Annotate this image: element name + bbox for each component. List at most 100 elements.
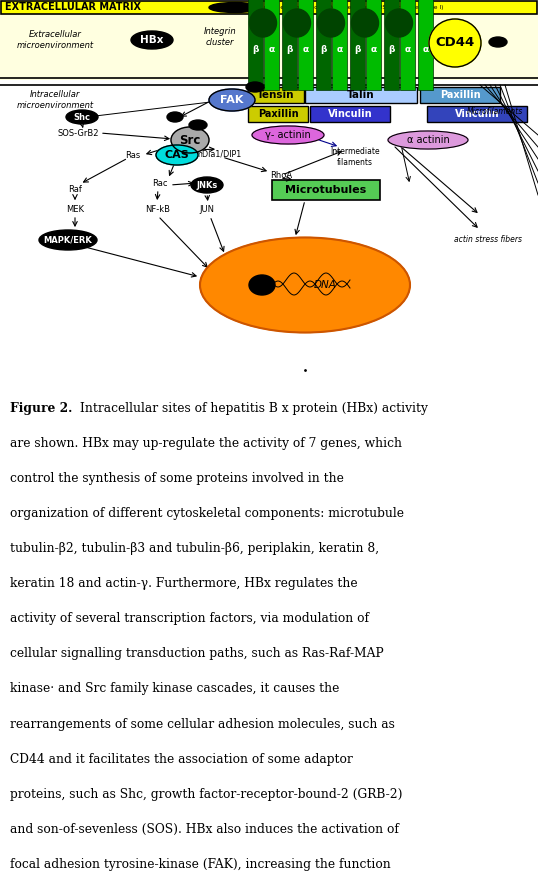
Text: β: β <box>388 46 395 55</box>
Ellipse shape <box>351 9 379 37</box>
Text: β: β <box>355 46 360 55</box>
Text: cellular signalling transduction paths, such as Ras-Raf-MAP: cellular signalling transduction paths, … <box>10 648 383 660</box>
Ellipse shape <box>191 177 223 193</box>
Text: proteins, such as Shc, growth factor-receptor-bound-2 (GRB-2): proteins, such as Shc, growth factor-rec… <box>10 788 402 801</box>
Text: Tensin: Tensin <box>257 90 295 100</box>
Text: CD44: CD44 <box>435 36 475 49</box>
Text: α: α <box>302 46 309 55</box>
FancyBboxPatch shape <box>248 87 304 103</box>
Text: Integrin
cluster: Integrin cluster <box>204 27 236 47</box>
Text: NF-kB: NF-kB <box>145 206 171 215</box>
Text: CAS: CAS <box>165 150 189 160</box>
Text: Vinculin: Vinculin <box>455 109 499 119</box>
Text: RhoA: RhoA <box>270 171 292 180</box>
FancyBboxPatch shape <box>272 180 380 200</box>
FancyBboxPatch shape <box>316 0 331 90</box>
Text: Shc: Shc <box>74 113 90 121</box>
Text: SOS-GrB2: SOS-GrB2 <box>57 128 99 137</box>
Text: β: β <box>286 46 293 55</box>
FancyBboxPatch shape <box>264 0 279 90</box>
Ellipse shape <box>249 275 275 295</box>
Ellipse shape <box>284 9 310 37</box>
Ellipse shape <box>200 238 410 333</box>
Text: mDia1/DIP1: mDia1/DIP1 <box>194 150 242 158</box>
Text: FAK: FAK <box>221 95 244 105</box>
FancyBboxPatch shape <box>418 0 433 90</box>
Text: are shown. HBx may up-regulate the activity of 7 genes, which: are shown. HBx may up-regulate the activ… <box>10 436 402 450</box>
Text: α actinin: α actinin <box>407 135 449 145</box>
Ellipse shape <box>317 9 344 37</box>
Text: Paxillin: Paxillin <box>440 90 480 100</box>
FancyBboxPatch shape <box>420 87 500 103</box>
Text: JUN: JUN <box>200 206 215 215</box>
Ellipse shape <box>156 145 198 165</box>
Text: Intermediate
filaments: Intermediate filaments <box>330 147 380 166</box>
Text: Raf: Raf <box>68 186 82 194</box>
Ellipse shape <box>171 127 209 153</box>
Text: MEK: MEK <box>66 206 84 215</box>
Text: Rac: Rac <box>152 179 168 187</box>
Text: β: β <box>252 46 259 55</box>
FancyBboxPatch shape <box>310 106 390 122</box>
Text: Src: Src <box>179 134 201 146</box>
Ellipse shape <box>131 31 173 49</box>
Text: α: α <box>336 46 343 55</box>
FancyBboxPatch shape <box>427 106 527 122</box>
Text: control the synthesis of some proteins involved in the: control the synthesis of some proteins i… <box>10 472 344 485</box>
Text: Microtubules: Microtubules <box>285 185 366 195</box>
Text: α: α <box>370 46 377 55</box>
FancyBboxPatch shape <box>1 1 537 14</box>
Text: α: α <box>422 46 429 55</box>
FancyBboxPatch shape <box>298 0 313 90</box>
Text: Vinculin: Vinculin <box>328 109 372 119</box>
Text: keratin 18 and actin-γ. Furthermore, HBx regulates the: keratin 18 and actin-γ. Furthermore, HBx… <box>10 577 357 590</box>
Text: organization of different cytoskeletal components: microtubule: organization of different cytoskeletal c… <box>10 507 404 520</box>
Text: and son-of-sevenless (SOS). HBx also induces the activation of: and son-of-sevenless (SOS). HBx also ind… <box>10 823 399 836</box>
Ellipse shape <box>39 230 97 250</box>
Text: Intracellular sites of hepatitis B x protein (HBx) activity: Intracellular sites of hepatitis B x pro… <box>80 402 428 414</box>
Text: Talin: Talin <box>347 90 375 100</box>
Text: Intracellular
microenvironment: Intracellular microenvironment <box>17 91 94 110</box>
Text: α: α <box>405 46 410 55</box>
FancyBboxPatch shape <box>282 0 297 90</box>
Text: MAPK/ERK: MAPK/ERK <box>44 236 93 245</box>
Ellipse shape <box>429 19 481 67</box>
Ellipse shape <box>252 126 324 144</box>
Text: Extracellular
microenvironment: Extracellular microenvironment <box>17 30 94 49</box>
FancyBboxPatch shape <box>366 0 381 90</box>
Text: HBx: HBx <box>140 35 164 45</box>
Text: Ras: Ras <box>125 150 140 159</box>
Text: β: β <box>320 46 327 55</box>
Text: Microfilaments: Microfilaments <box>467 107 523 116</box>
FancyBboxPatch shape <box>384 0 399 90</box>
Ellipse shape <box>209 3 261 12</box>
FancyBboxPatch shape <box>0 0 538 80</box>
FancyBboxPatch shape <box>248 0 263 90</box>
Ellipse shape <box>189 120 207 130</box>
Ellipse shape <box>388 131 468 149</box>
Ellipse shape <box>250 9 277 37</box>
Ellipse shape <box>66 110 98 124</box>
FancyBboxPatch shape <box>350 0 365 90</box>
Text: Figure 2.: Figure 2. <box>10 402 72 414</box>
FancyBboxPatch shape <box>305 87 417 103</box>
Ellipse shape <box>489 37 507 47</box>
Text: actin stress fibers: actin stress fibers <box>454 236 522 245</box>
Ellipse shape <box>386 9 413 37</box>
Text: tubulin-β2, tubulin-β3 and tubulin-β6, periplakin, keratin 8,: tubulin-β2, tubulin-β3 and tubulin-β6, p… <box>10 542 379 555</box>
FancyBboxPatch shape <box>248 106 308 122</box>
Ellipse shape <box>246 82 264 92</box>
Text: JNKs: JNKs <box>196 180 218 189</box>
Text: CD44 and it facilitates the association of some adaptor: CD44 and it facilitates the association … <box>10 752 352 766</box>
Text: Paxillin: Paxillin <box>258 109 298 119</box>
Text: focal adhesion tyrosine-kinase (FAK), increasing the function: focal adhesion tyrosine-kinase (FAK), in… <box>10 858 391 871</box>
Ellipse shape <box>209 89 255 111</box>
Text: activity of several transcription factors, via modulation of: activity of several transcription factor… <box>10 612 369 626</box>
FancyBboxPatch shape <box>400 0 415 90</box>
Text: rearrangements of some cellular adhesion molecules, such as: rearrangements of some cellular adhesion… <box>10 717 394 730</box>
Text: HBx activity on gene expression of ECM molecules by HSCs (collagen type I): HBx activity on gene expression of ECM m… <box>217 5 443 10</box>
Ellipse shape <box>167 112 183 122</box>
Text: kinase· and Src family kinase cascades, it causes the: kinase· and Src family kinase cascades, … <box>10 683 339 695</box>
Text: EXTRACELLULAR MATRIX: EXTRACELLULAR MATRIX <box>5 3 141 12</box>
Text: DNA: DNA <box>314 280 336 290</box>
